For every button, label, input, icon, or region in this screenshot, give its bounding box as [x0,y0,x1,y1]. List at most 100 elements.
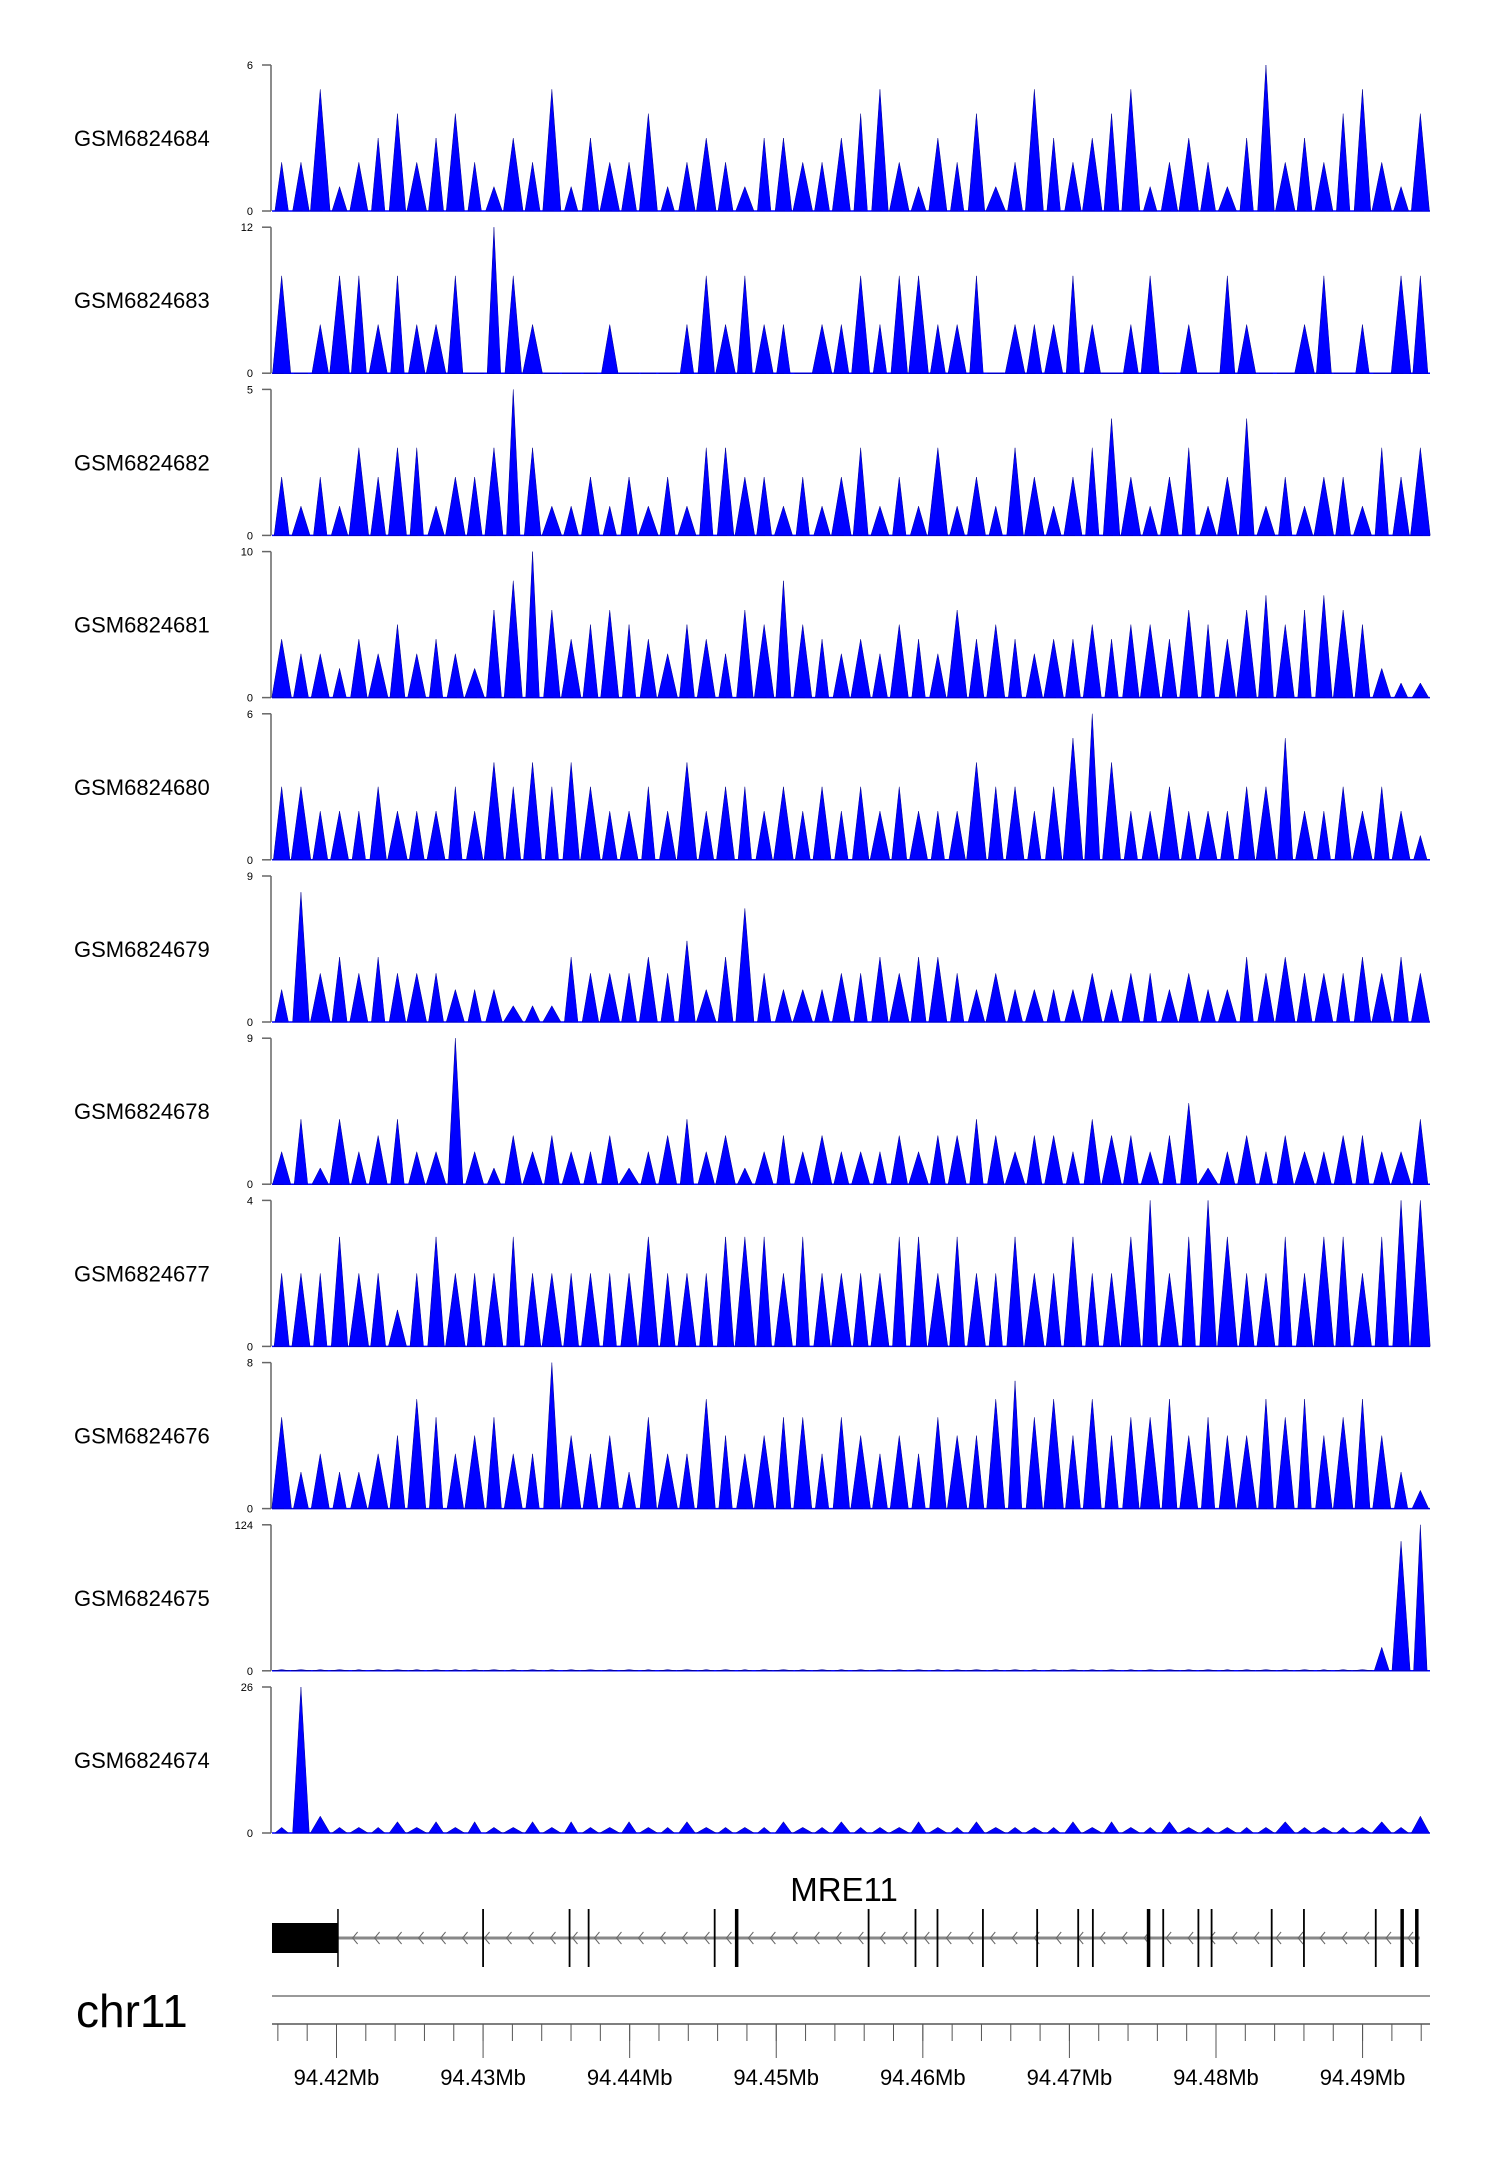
strand-arrow-icon [791,1931,798,1945]
signal-peak [670,677,677,698]
signal-peak [1190,1475,1197,1509]
signal-peak [707,1169,714,1185]
signal-peak [534,816,541,860]
chromosome-label: chr11 [76,1985,188,2037]
signal-peak [1189,837,1196,860]
signal-peak [959,1475,966,1509]
signal-peak [813,1827,831,1834]
signal-peak [1335,1827,1351,1834]
signal-peak [1325,651,1332,698]
signal-peak [1363,1162,1370,1185]
signal-peak [1151,837,1158,860]
signal-peak [1027,1669,1042,1672]
signal-peak [900,329,907,374]
signal-peak [1133,509,1140,536]
signal-peak [437,1827,444,1833]
y-tick-label-max: 124 [235,1520,253,1532]
signal-peak [592,1313,599,1347]
signal-peak [274,1827,290,1834]
signal-peak [650,1297,657,1347]
track-GSM6824679: GSM6824679 9 0 [74,871,1430,1029]
y-tick-label-min: 0 [247,1666,253,1678]
signal-peak [1313,1827,1334,1834]
signal-peak [746,970,753,1022]
signal-peak [436,671,443,698]
signal-peak [341,837,348,860]
signal-peak [670,1483,677,1509]
signal-peak [1295,505,1314,536]
track-GSM6824681: GSM6824681 10 0 [74,547,1430,705]
signal-peak [399,1827,406,1833]
signal-peak [630,509,637,536]
signal-peak [649,1169,656,1185]
strand-arrow-icon [1275,1931,1282,1945]
signal-peak [1421,329,1428,374]
strand-arrow-icon [1363,1931,1370,1945]
signal-peak [1210,837,1217,860]
signal-peak [1363,1459,1370,1509]
signal-peak [785,826,792,860]
signal-peak [1352,1669,1373,1672]
signal-peak [784,351,791,374]
signal-peak [1171,1827,1178,1833]
track-label: GSM6824674 [74,1748,210,1773]
signal-peak [931,1669,945,1672]
track-GSM6824677: GSM6824677 4 0 [74,1195,1431,1353]
strand-arrow-icon [725,1931,732,1945]
signal-peak [861,1000,868,1022]
signal-peak [534,495,541,536]
signal-peak [581,1827,600,1834]
strand-arrow-icon [747,1931,754,1945]
signal-peak [1036,156,1043,211]
signal-peak [785,1827,792,1833]
signal-peak [1344,826,1351,860]
strand-arrow-icon [615,1931,622,1945]
signal-peak [475,1313,482,1347]
signal-peak [311,1167,329,1185]
signal-peak [1411,1489,1430,1509]
signal-peak [1171,1007,1178,1022]
signal-peak [553,156,560,211]
signal-peak [900,826,907,860]
signal-peak [1093,351,1100,374]
signal-peak [352,1669,366,1672]
signal-peak [863,671,870,698]
signal-peak [282,509,289,536]
signal-peak [899,509,906,536]
signal-peak [708,671,715,698]
signal-peak [330,505,349,536]
signal-peak [282,1313,289,1347]
signal-peak [1422,167,1429,211]
signal-peak [484,1827,504,1834]
signal-peak [1036,1313,1043,1347]
signal-peak [735,185,755,212]
signal-peak [984,1827,1007,1834]
signal-peak [940,1313,947,1347]
signal-peak [330,1669,349,1672]
signal-peak [901,664,908,698]
signal-peak [533,1827,540,1833]
signal-peak [977,1475,984,1509]
signal-peak [602,1669,618,1672]
signal-peak [515,645,522,698]
signal-peak [1287,189,1294,211]
signal-peak [706,495,713,536]
signal-peak [302,963,309,1022]
signal-peak [359,329,366,374]
signal-peak [756,1827,772,1834]
signal-peak [996,1313,1003,1347]
signal-peak [291,1669,311,1672]
signal-peak [880,351,887,374]
signal-peak [1054,178,1061,211]
signal-peak [1247,482,1254,536]
signal-peak [823,189,830,211]
signal-peak [688,1827,695,1833]
track-label: GSM6824682 [74,450,210,475]
signal-peak [957,1000,964,1022]
signal-peak [1142,1827,1158,1834]
signal-peak [726,677,733,698]
track-label: GSM6824683 [74,288,210,313]
signal-peak [592,826,599,860]
signal-peak [456,1483,463,1509]
signal-peak [457,167,464,211]
